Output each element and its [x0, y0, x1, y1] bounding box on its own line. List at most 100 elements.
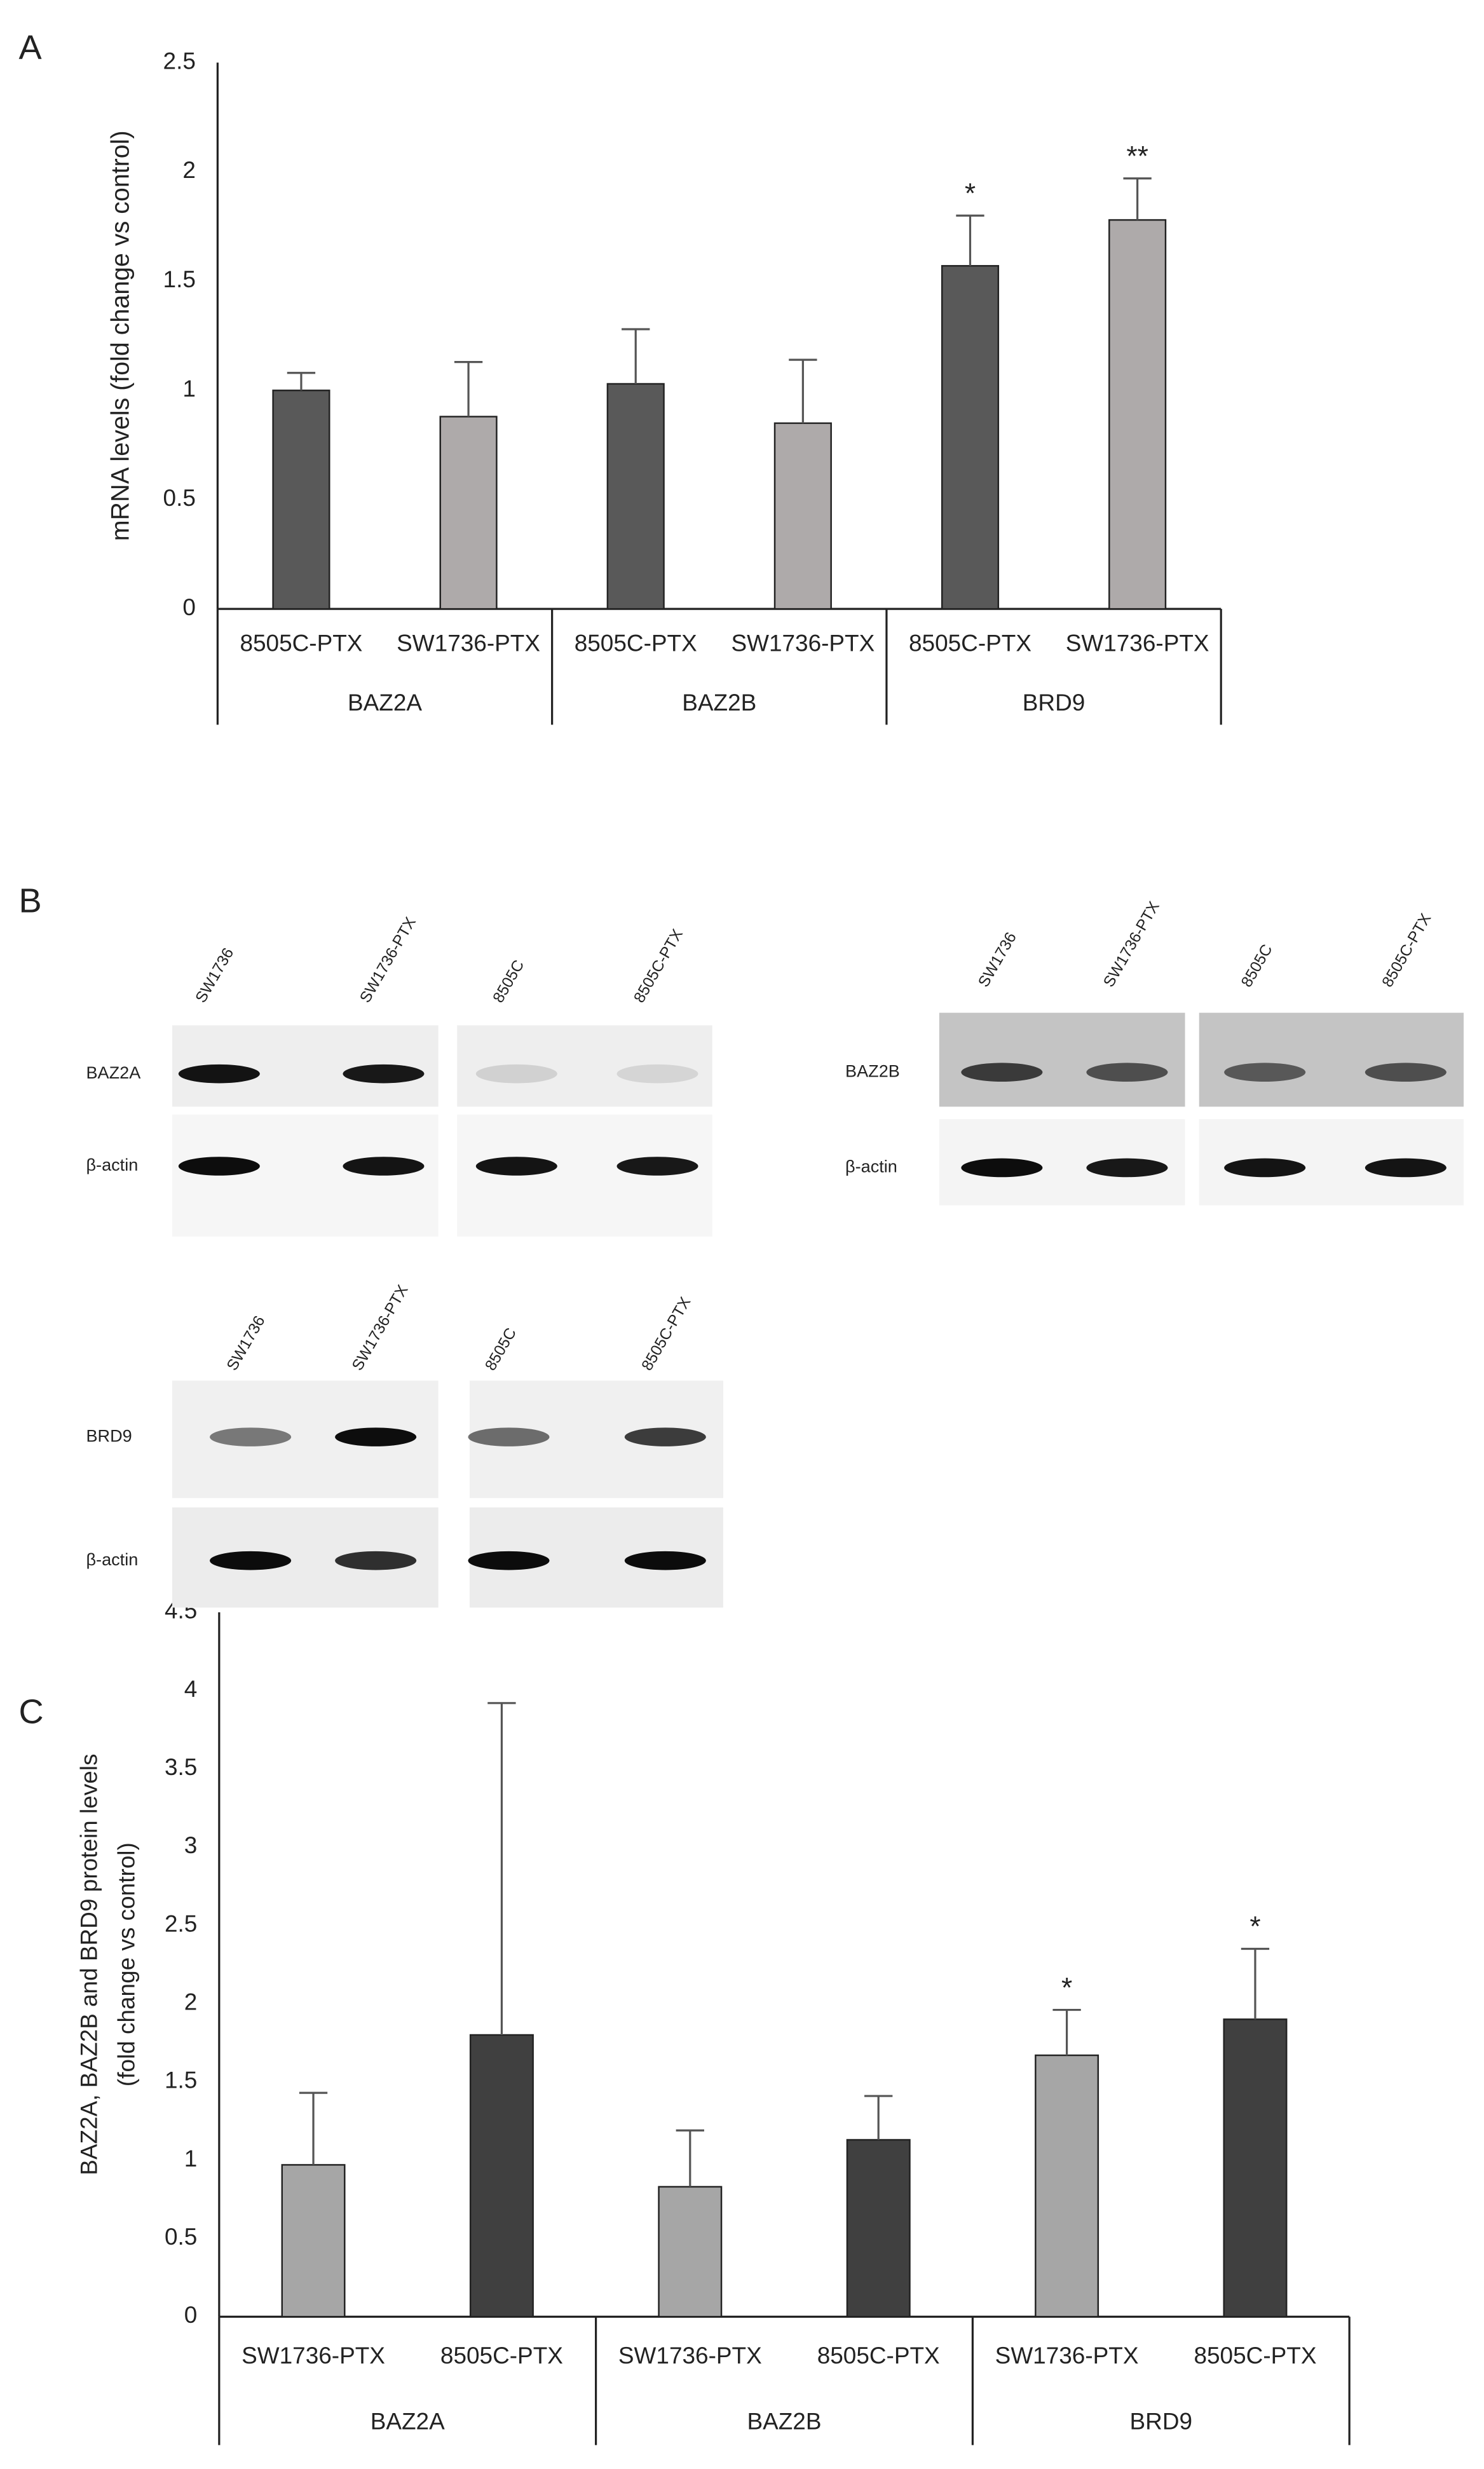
x-tick-label: 8505C-PTX: [1194, 2343, 1316, 2369]
y-axis-label: mRNA levels (fold change vs control): [107, 130, 135, 541]
annotation: **: [1126, 140, 1148, 172]
x-tick-label: SW1736-PTX: [242, 2343, 385, 2369]
blot-row-label: β-actin: [845, 1157, 897, 1176]
bar: [658, 2186, 723, 2318]
y-tick-label: 1.5: [165, 2067, 197, 2093]
blot-band: [343, 1157, 425, 1176]
y-tick-label: 2.5: [165, 1910, 197, 1936]
blot-column-label: SW1736-PTX: [357, 915, 419, 1006]
group-label: BAZ2B: [682, 690, 756, 716]
y-tick-label: 1: [184, 2146, 198, 2172]
y-tick-label: 1.5: [163, 266, 196, 292]
bar: [1035, 2054, 1099, 2318]
y-tick-label: 2: [182, 157, 196, 183]
y-axis-label: (fold change vs control): [114, 1842, 140, 2086]
bar: [469, 2034, 534, 2318]
bar: [941, 265, 1000, 610]
x-tick-label: 8505C-PTX: [817, 2343, 940, 2369]
blot-column-label: 8505C: [1238, 942, 1276, 990]
bar: [846, 2139, 911, 2318]
blot-band: [178, 1157, 260, 1176]
blot-band: [1086, 1158, 1168, 1178]
x-tick-label: 8505C-PTX: [909, 630, 1031, 656]
blot-column-label: SW1736: [224, 1313, 269, 1373]
panel-label: A: [19, 29, 43, 67]
blot-band: [335, 1427, 417, 1446]
blot-band: [1365, 1063, 1447, 1082]
blot-column-label: SW1736: [193, 945, 238, 1005]
annotation: *: [1249, 1911, 1260, 1942]
x-tick-label: SW1736-PTX: [731, 630, 875, 656]
blot-column-label: 8505C-PTX: [639, 1295, 695, 1374]
y-tick-label: 0: [182, 594, 196, 620]
bar: [606, 383, 665, 610]
blot-band: [210, 1551, 292, 1570]
blot-background: [457, 1114, 712, 1237]
blot-background: [457, 1025, 712, 1107]
y-tick-label: 2.5: [163, 48, 196, 74]
blot-band: [468, 1551, 550, 1570]
blot-column-label: 8505C-PTX: [1379, 911, 1435, 990]
blot-band: [624, 1427, 706, 1446]
annotation: *: [1061, 1972, 1072, 2003]
bar: [439, 416, 498, 610]
blot-band: [961, 1063, 1043, 1082]
bar: [1108, 219, 1167, 610]
blot-row-label: β-actin: [86, 1549, 138, 1569]
blot-band: [210, 1427, 292, 1446]
bar: [281, 2164, 346, 2318]
y-tick-label: 0: [184, 2302, 198, 2328]
blot-band: [475, 1064, 557, 1084]
blot-band: [1224, 1063, 1306, 1082]
blot-column-label: 8505C: [482, 1325, 520, 1373]
blot-row-label: β-actin: [86, 1155, 138, 1174]
panel-label: B: [19, 882, 42, 920]
x-tick-label: 8505C-PTX: [240, 630, 362, 656]
bar: [1223, 2018, 1288, 2318]
blot-band: [616, 1157, 698, 1176]
y-tick-label: 2: [184, 1989, 198, 2015]
blot-band: [468, 1427, 550, 1446]
y-tick-label: 0.5: [165, 2224, 197, 2250]
group-label: BAZ2A: [371, 2409, 445, 2435]
panel-label: C: [19, 1692, 44, 1731]
annotation: *: [965, 178, 976, 209]
blot-row-label: BRD9: [86, 1425, 132, 1445]
bar: [773, 422, 832, 610]
blot-band: [178, 1064, 260, 1084]
blot-band: [624, 1551, 706, 1570]
blot-column-label: SW1736: [975, 930, 1020, 990]
group-label: BRD9: [1130, 2409, 1193, 2435]
blot-band: [475, 1157, 557, 1176]
blot-band: [1365, 1158, 1447, 1178]
group-label: BAZ2A: [348, 690, 422, 716]
x-tick-label: 8505C-PTX: [440, 2343, 563, 2369]
bar: [272, 390, 330, 610]
group-label: BAZ2B: [747, 2409, 821, 2435]
y-tick-label: 3: [184, 1832, 198, 1858]
blot-band: [961, 1158, 1043, 1178]
blot-background: [172, 1114, 439, 1237]
y-tick-label: 1: [182, 376, 196, 402]
blot-band: [335, 1551, 417, 1570]
y-tick-label: 3.5: [165, 1754, 197, 1780]
blot-column-label: 8505C-PTX: [630, 927, 686, 1006]
blot-column-label: SW1736-PTX: [349, 1282, 412, 1374]
blot-band: [616, 1064, 698, 1084]
blot-band: [1224, 1158, 1306, 1178]
x-tick-label: SW1736-PTX: [397, 630, 540, 656]
blot-background: [1199, 1012, 1464, 1107]
blot-row-label: BAZ2B: [845, 1061, 900, 1080]
blot-background: [939, 1012, 1185, 1107]
x-tick-label: SW1736-PTX: [995, 2343, 1139, 2369]
y-axis-label: BAZ2A, BAZ2B and BRD9 protein levels: [76, 1754, 102, 2175]
blot-band: [343, 1064, 425, 1084]
x-tick-label: 8505C-PTX: [575, 630, 697, 656]
y-tick-label: 4: [184, 1676, 198, 1702]
blot-band: [1086, 1063, 1168, 1082]
group-label: BRD9: [1023, 690, 1086, 716]
x-tick-label: SW1736-PTX: [618, 2343, 762, 2369]
blot-row-label: BAZ2A: [86, 1063, 141, 1082]
